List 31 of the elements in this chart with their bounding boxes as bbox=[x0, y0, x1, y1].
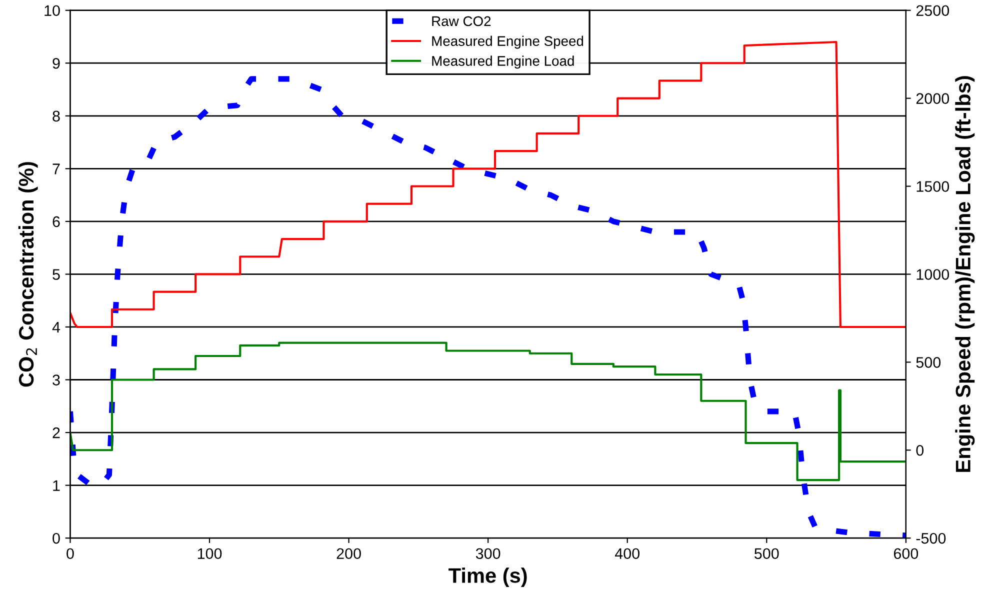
y-tick-label: 5 bbox=[52, 269, 60, 280]
y-tick-label: 7 bbox=[52, 164, 60, 174]
y2-tick-label: 2500 bbox=[916, 5, 950, 16]
legend-label: Measured Engine Speed bbox=[432, 36, 584, 49]
y2-tick-label: 500 bbox=[916, 357, 941, 368]
x-tick-label: 0 bbox=[66, 548, 74, 560]
legend-label: Raw CO2 bbox=[432, 16, 491, 26]
y-tick-label: 4 bbox=[52, 322, 60, 333]
x-tick-label: 200 bbox=[336, 548, 361, 560]
y-tick-label: 8 bbox=[52, 110, 60, 122]
x-tick-label: 400 bbox=[614, 548, 640, 560]
y-tick-label: 6 bbox=[52, 216, 60, 228]
y-tick-label: 9 bbox=[52, 58, 60, 69]
x-tick-label: 100 bbox=[198, 548, 222, 560]
y2-tick-label: 2000 bbox=[916, 93, 950, 104]
y2-tick-label: 1500 bbox=[916, 181, 950, 192]
y2-axis-title: Engine Speed (rpm)/Engine Load (ft-lbs) bbox=[955, 76, 975, 472]
legend-label: Measured Engine Load bbox=[432, 56, 574, 69]
y-axis-title: CO$_{2}$ Concentration (%) bbox=[18, 162, 38, 387]
x-tick-label: 600 bbox=[894, 548, 918, 560]
y2-tick-label: 0 bbox=[916, 444, 924, 456]
y-tick-label: 3 bbox=[52, 374, 60, 386]
y-tick-label: 2 bbox=[52, 427, 60, 438]
x-axis-title: Time (s) bbox=[448, 568, 527, 588]
y2-tick-label: -500 bbox=[916, 532, 946, 544]
x-tick-label: 300 bbox=[476, 548, 500, 560]
y-tick-label: 10 bbox=[44, 5, 60, 16]
x-tick-label: 500 bbox=[754, 548, 779, 560]
y2-tick-label: 1000 bbox=[916, 269, 950, 280]
y-tick-label: 0 bbox=[52, 532, 60, 544]
y-tick-label: 1 bbox=[53, 480, 60, 491]
